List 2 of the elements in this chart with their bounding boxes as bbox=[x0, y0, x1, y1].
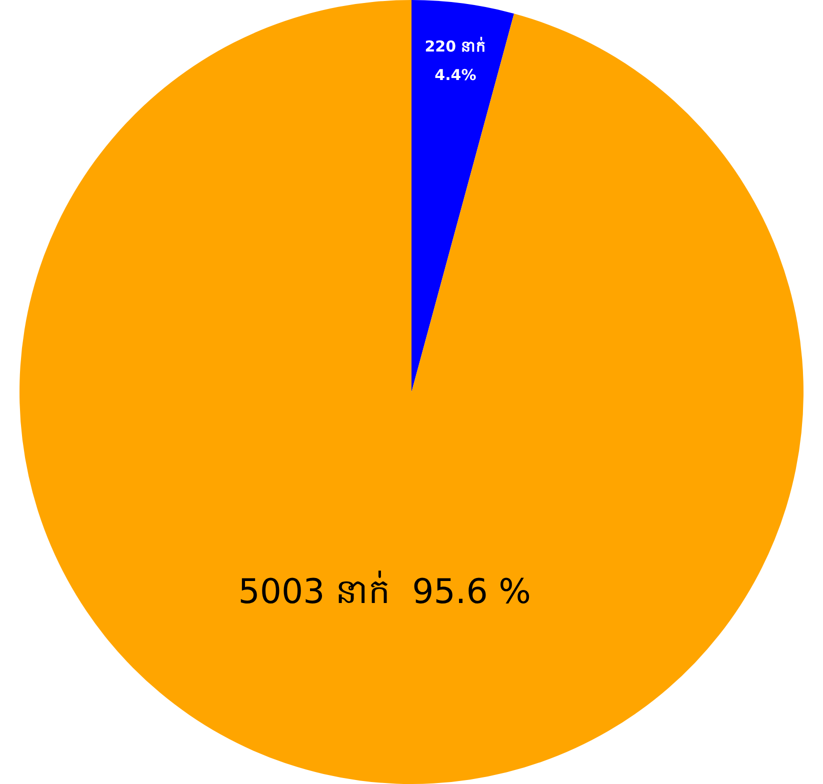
data-label: 5003 នាក់ 95.6 % bbox=[238, 570, 531, 612]
data-label: 220 នាក់ 4.4% bbox=[424, 36, 486, 84]
